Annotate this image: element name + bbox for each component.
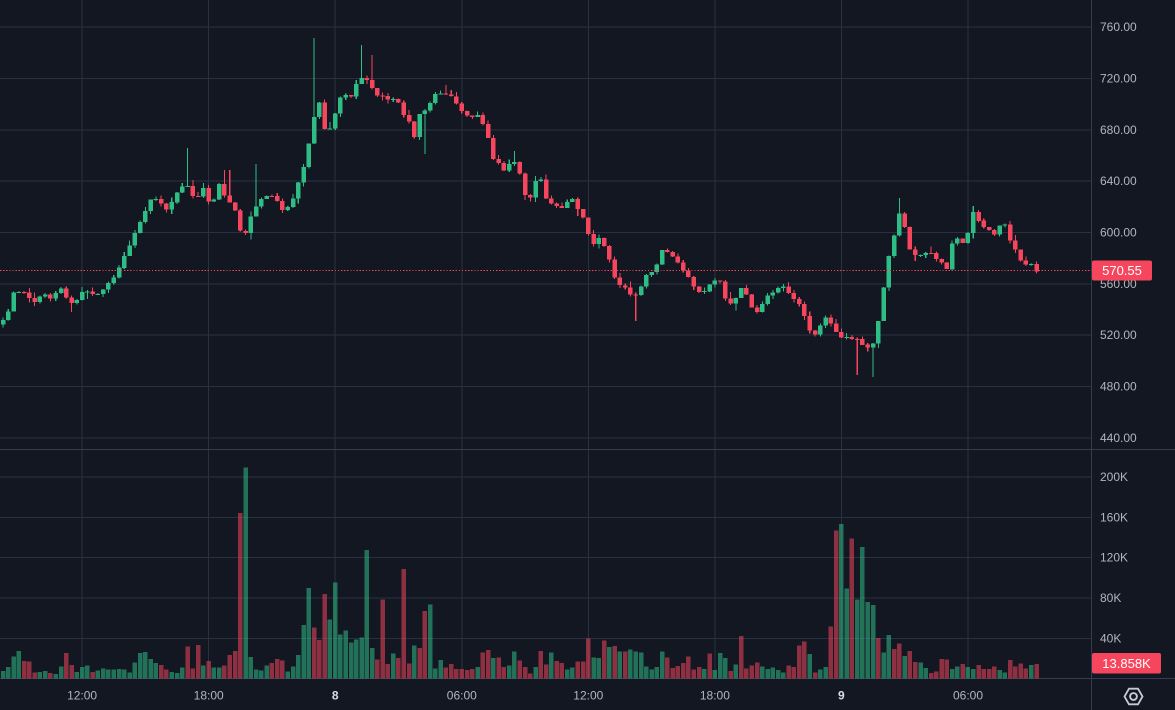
- svg-text:570.55: 570.55: [1102, 263, 1142, 278]
- svg-text:120K: 120K: [1100, 551, 1128, 565]
- svg-text:12:00: 12:00: [67, 689, 97, 703]
- svg-text:12:00: 12:00: [573, 689, 603, 703]
- svg-text:18:00: 18:00: [194, 689, 224, 703]
- svg-text:06:00: 06:00: [447, 689, 477, 703]
- svg-text:160K: 160K: [1100, 510, 1128, 524]
- svg-text:8: 8: [332, 689, 339, 703]
- svg-text:520.00: 520.00: [1100, 328, 1137, 342]
- svg-text:9: 9: [838, 689, 845, 703]
- svg-text:760.00: 760.00: [1100, 20, 1137, 34]
- svg-text:600.00: 600.00: [1100, 225, 1137, 239]
- svg-text:200K: 200K: [1100, 470, 1128, 484]
- svg-text:680.00: 680.00: [1100, 123, 1137, 137]
- svg-text:720.00: 720.00: [1100, 71, 1137, 85]
- svg-text:40K: 40K: [1100, 631, 1121, 645]
- svg-text:480.00: 480.00: [1100, 379, 1137, 393]
- svg-text:440.00: 440.00: [1100, 431, 1137, 445]
- svg-text:13.858K: 13.858K: [1102, 656, 1151, 671]
- svg-text:06:00: 06:00: [953, 689, 983, 703]
- svg-text:80K: 80K: [1100, 591, 1121, 605]
- svg-text:18:00: 18:00: [700, 689, 730, 703]
- svg-text:640.00: 640.00: [1100, 174, 1137, 188]
